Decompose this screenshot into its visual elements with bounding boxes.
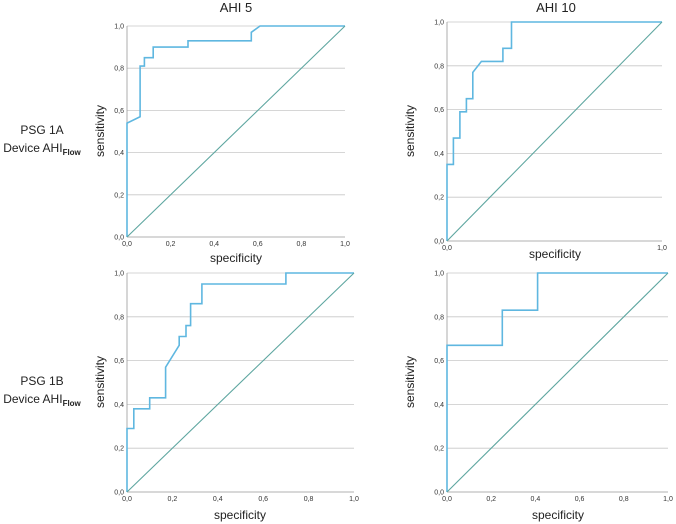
x-tick-label: 0,8 [304, 496, 314, 503]
x-tick-label: 0,6 [575, 496, 585, 503]
y-tick-label: 0,0 [114, 490, 124, 497]
reference-diagonal [126, 25, 346, 238]
y-axis-title: sensitivity [403, 356, 417, 408]
x-tick-label: 0,4 [209, 241, 219, 248]
x-tick-label: 1,0 [663, 496, 673, 503]
row-label-psg1a-device: Device AHIFlow [3, 141, 81, 157]
y-tick-label: 0,2 [114, 192, 124, 199]
x-tick-label: 1,0 [349, 496, 359, 503]
row-label-psg1b-device-main: Device AHI [3, 392, 62, 406]
y-axis-title: sensitivity [93, 105, 107, 157]
y-tick-label: 1,0 [114, 24, 124, 31]
x-tick-label: 1,0 [340, 241, 350, 248]
y-tick-label: 0,6 [114, 358, 124, 365]
x-tick-label: 0,4 [213, 496, 223, 503]
x-tick-label: 0,8 [297, 241, 307, 248]
x-tick-label: 0,8 [619, 496, 629, 503]
roc-panel-psg1a-ahi5: 0,0 0,2 0,4 0,6 0,8 1,0 0,0 0,2 0,4 0,6 0,8 1,0 spec… [93, 24, 350, 266]
y-tick-label: 0,4 [114, 150, 124, 157]
y-tick-label: 0,0 [114, 235, 124, 242]
y-tick-label: 0,2 [434, 446, 444, 453]
row-label-psg1b-device: Device AHIFlow [3, 392, 81, 408]
row-label-psg1b-device-sub: Flow [63, 399, 82, 408]
x-axis-title: specificity [532, 508, 584, 522]
roc-panel-psg1b-ahi10: 0,0 0,2 0,4 0,6 0,8 1,0 0,0 0,2 0,4 0,6 0,8 1,0 spec… [403, 271, 673, 523]
x-axis-title: specificity [214, 508, 266, 522]
y-tick-label: 0,2 [114, 446, 124, 453]
y-tick-label: 1,0 [434, 271, 444, 278]
x-axis-title: specificity [529, 247, 581, 261]
x-tick-label: 0,0 [442, 245, 452, 252]
y-tick-label: 0,0 [434, 490, 444, 497]
x-tick-label: 1,0 [657, 245, 667, 252]
row-label-psg1b: PSG 1B [20, 374, 63, 388]
y-tick-label: 0,8 [434, 63, 444, 70]
y-tick-label: 0,6 [434, 358, 444, 365]
column-title-ahi10: AHI 10 [536, 0, 576, 15]
y-tick-label: 0,2 [434, 195, 444, 202]
y-tick-label: 0,6 [114, 108, 124, 115]
x-tick-label: 0,4 [531, 496, 541, 503]
y-tick-label: 0,4 [114, 402, 124, 409]
x-tick-label: 0,0 [442, 496, 452, 503]
y-tick-label: 1,0 [114, 271, 124, 278]
x-tick-label: 0,6 [258, 496, 268, 503]
reference-diagonal [446, 21, 663, 242]
roc-curve [446, 272, 668, 492]
roc-curve [126, 272, 354, 492]
y-tick-label: 0,8 [434, 314, 444, 321]
y-tick-label: 0,8 [114, 314, 124, 321]
x-tick-label: 0,2 [168, 496, 178, 503]
y-tick-label: 0,4 [434, 151, 444, 158]
y-axis-title: sensitivity [403, 105, 417, 157]
roc-curve [446, 21, 662, 241]
y-tick-label: 0,0 [434, 239, 444, 246]
row-label-psg1a-device-main: Device AHI [3, 141, 62, 155]
y-tick-label: 0,8 [114, 66, 124, 73]
x-tick-label: 0,0 [122, 241, 132, 248]
row-label-psg1a: PSG 1A [20, 123, 63, 137]
y-tick-label: 0,4 [434, 402, 444, 409]
x-tick-label: 0,6 [253, 241, 263, 248]
roc-curve [126, 25, 345, 237]
x-tick-label: 0,0 [122, 496, 132, 503]
y-tick-label: 0,6 [434, 107, 444, 114]
column-title-ahi5: AHI 5 [220, 0, 253, 15]
row-label-psg1a-device-sub: Flow [63, 148, 82, 157]
roc-panel-psg1a-ahi10: 0,0 0,2 0,4 0,6 0,8 1,0 0,0 1,0 specificity sensi… [403, 20, 667, 262]
roc-panel-psg1b-ahi5: 0,0 0,2 0,4 0,6 0,8 1,0 0,0 0,2 0,4 0,6 0,8 1,0 spec… [93, 271, 359, 523]
x-tick-label: 0,2 [486, 496, 496, 503]
x-tick-label: 0,2 [166, 241, 176, 248]
x-axis-title: specificity [210, 251, 262, 265]
reference-diagonal [126, 272, 355, 493]
y-tick-label: 1,0 [434, 20, 444, 27]
reference-diagonal [446, 272, 669, 493]
y-axis-title: sensitivity [93, 356, 107, 408]
